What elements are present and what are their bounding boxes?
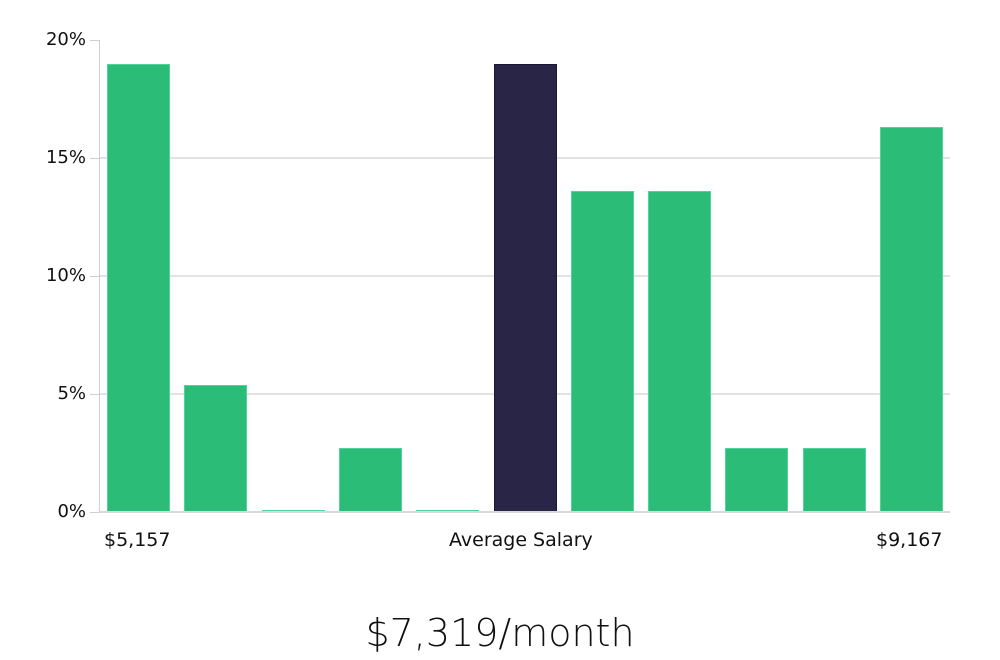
y-tick-0: 0% — [57, 501, 86, 522]
y-tick-5: 5% — [57, 383, 86, 404]
bar — [648, 191, 712, 512]
bar — [880, 127, 943, 512]
x-axis — [99, 511, 950, 513]
bar — [802, 448, 866, 512]
x-max-label: $9,167 — [876, 529, 943, 551]
y-tick-mark — [90, 158, 99, 159]
y-tick-15: 15% — [45, 147, 86, 168]
y-tick-mark — [90, 276, 99, 277]
bar — [184, 384, 248, 512]
salary-histogram: 20% 15% 10% 5% 0% $5,157 Average Salary … — [45, 29, 950, 551]
y-tick-mark — [90, 512, 99, 513]
y-tick-10: 10% — [45, 265, 86, 286]
bar — [107, 63, 170, 512]
y-tick-mark — [90, 40, 99, 41]
bar — [338, 448, 402, 512]
y-axis — [99, 40, 100, 513]
y-tick-20: 20% — [45, 29, 86, 50]
x-min-label: $5,157 — [104, 529, 171, 551]
bar — [570, 191, 634, 512]
bar — [725, 448, 789, 512]
average-salary-summary: $7,319/month — [365, 611, 635, 655]
x-axis-title: Average Salary — [449, 529, 593, 551]
y-tick-mark — [90, 394, 99, 395]
bar-average-salary — [493, 63, 557, 512]
